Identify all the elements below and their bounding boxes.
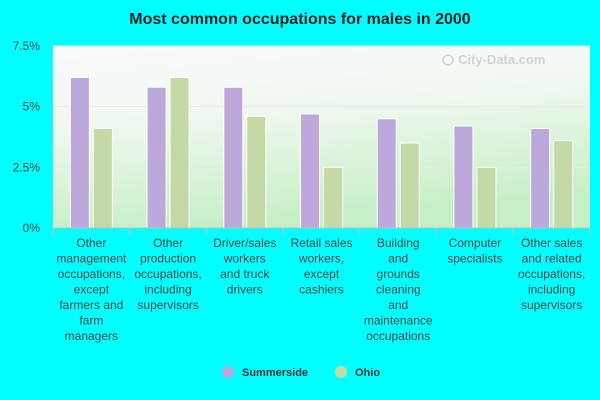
- bar-summerside: [376, 118, 397, 229]
- category-label: Other sales and related occupations, includ…: [518, 236, 585, 312]
- legend-label: Ohio: [355, 367, 380, 379]
- category-label: Other management occupations, except farmers…: [56, 236, 127, 343]
- y-tick-label: 2.5%: [13, 160, 41, 174]
- bar-ohio: [169, 77, 190, 229]
- bar-ohio: [553, 140, 574, 229]
- bar-ohio: [399, 142, 420, 229]
- category-dividers: [52, 228, 591, 236]
- bar-summerside: [69, 77, 90, 229]
- category-label: Retail sales workers, except cashiers: [290, 236, 352, 297]
- bar-summerside: [300, 113, 320, 229]
- category-label: Computer specialists: [447, 236, 502, 266]
- plot-area: [53, 46, 590, 228]
- x-axis: Other management occupations, except farmers…: [56, 236, 585, 343]
- category-label: Other production occupations, including supe…: [134, 236, 201, 312]
- bar-summerside: [223, 86, 244, 229]
- bar-summerside: [146, 86, 167, 229]
- category-label: Driver/sales workers and truck drivers: [213, 236, 276, 297]
- category-label: Building and grounds cleaning and maintenance…: [364, 236, 433, 343]
- magnifier-icon: [442, 54, 454, 66]
- legend-label: Summerside: [242, 367, 308, 379]
- legend-swatch: [222, 366, 234, 378]
- bar-ohio: [323, 166, 343, 229]
- bar-summerside: [453, 125, 474, 229]
- bars: [69, 77, 574, 229]
- y-tick-label: 7.5%: [13, 39, 41, 53]
- y-tick-label: 5%: [23, 100, 41, 114]
- bar-ohio: [246, 115, 267, 229]
- bar-ohio: [92, 128, 113, 229]
- watermark-text: City-Data.com: [458, 52, 545, 67]
- bar-summerside: [530, 128, 551, 229]
- y-axis: 0% 2.5% 5% 7.5%: [13, 39, 41, 235]
- chart-title: Most common occupations for males in 200…: [129, 11, 471, 28]
- gridlines: [53, 45, 590, 168]
- y-tick-label: 0%: [23, 221, 41, 235]
- watermark: City-Data.com: [442, 52, 545, 67]
- bar-ohio: [476, 166, 497, 229]
- legend-swatch: [335, 366, 347, 378]
- legend: Summerside Ohio: [222, 366, 380, 379]
